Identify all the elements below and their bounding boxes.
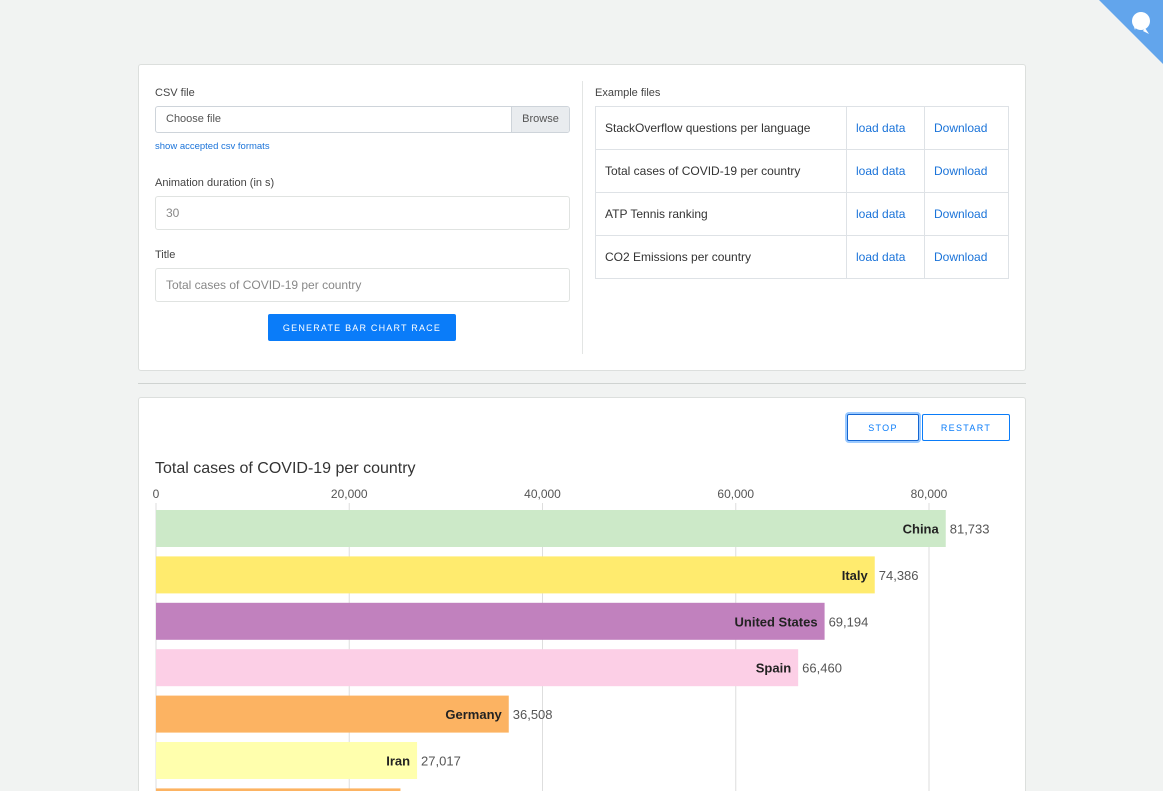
chart-title: Total cases of COVID-19 per country [155,460,416,477]
bar-category-label: China [903,522,940,537]
bar-category-label: Spain [756,661,791,676]
github-corner[interactable] [1099,0,1163,64]
x-tick-label: 80,000 [911,487,948,501]
bar [156,742,418,779]
stop-button[interactable]: STOP [847,414,919,441]
bar [156,788,401,791]
bar [156,649,799,687]
download-link[interactable]: Download [924,235,1009,279]
table-row: ATP Tennis ranking load data Download [595,192,1009,236]
column-divider [582,81,583,354]
bar-value-label: 36,508 [513,707,553,722]
x-tick-label: 0 [153,487,160,501]
table-row: Total cases of COVID-19 per country load… [595,149,1009,193]
browse-button[interactable]: Browse [511,107,569,132]
bar [156,556,875,594]
bar-value-label: 27,017 [421,754,461,769]
load-data-link[interactable]: load data [846,106,925,150]
example-name: CO2 Emissions per country [595,235,847,279]
bar [156,510,946,547]
file-placeholder: Choose file [166,113,222,125]
x-tick-label: 60,000 [717,487,754,501]
download-link[interactable]: Download [924,192,1009,236]
bar-category-label: Germany [445,707,502,722]
section-divider [138,383,1026,384]
table-row: StackOverflow questions per language loa… [595,106,1009,150]
bar-category-label: Iran [386,754,410,769]
examples-table: StackOverflow questions per language loa… [595,106,1009,279]
download-link[interactable]: Download [924,149,1009,193]
bar [156,602,825,640]
bar-value-label: 81,733 [950,522,990,537]
table-row: CO2 Emissions per country load data Down… [595,235,1009,279]
example-files-label: Example files [595,87,661,99]
title-input[interactable] [155,268,570,302]
title-label: Title [155,249,176,261]
example-name: ATP Tennis ranking [595,192,847,236]
bar-category-label: United States [735,614,818,629]
restart-button[interactable]: RESTART [922,414,1010,441]
example-name: Total cases of COVID-19 per country [595,149,847,193]
show-formats-link[interactable]: show accepted csv formats [155,141,270,152]
csv-file-input[interactable]: Choose file Browse [155,106,570,133]
x-tick-label: 40,000 [524,487,561,501]
generate-button[interactable]: GENERATE BAR CHART RACE [268,314,456,341]
bar-value-label: 66,460 [802,661,842,676]
bar-value-label: 74,386 [879,568,919,583]
bar [156,695,509,733]
duration-label: Animation duration (in s) [155,177,275,189]
github-icon[interactable] [1099,0,1163,64]
example-name: StackOverflow questions per language [595,106,847,150]
csv-file-label: CSV file [155,87,195,99]
load-data-link[interactable]: load data [846,149,925,193]
config-card: CSV file Choose file Browse show accepte… [138,64,1026,371]
download-link[interactable]: Download [924,106,1009,150]
load-data-link[interactable]: load data [846,235,925,279]
bar-chart: 0 20,000 40,000 60,000 80,000 China 81,733 Ital… [153,487,990,791]
load-data-link[interactable]: load data [846,192,925,236]
bar-value-label: 69,194 [829,614,869,629]
chart-card: STOP RESTART Total cases of COVID-19 per… [138,397,1026,791]
duration-input[interactable] [155,196,570,230]
x-tick-label: 20,000 [331,487,368,501]
bar-category-label: Italy [842,568,869,583]
